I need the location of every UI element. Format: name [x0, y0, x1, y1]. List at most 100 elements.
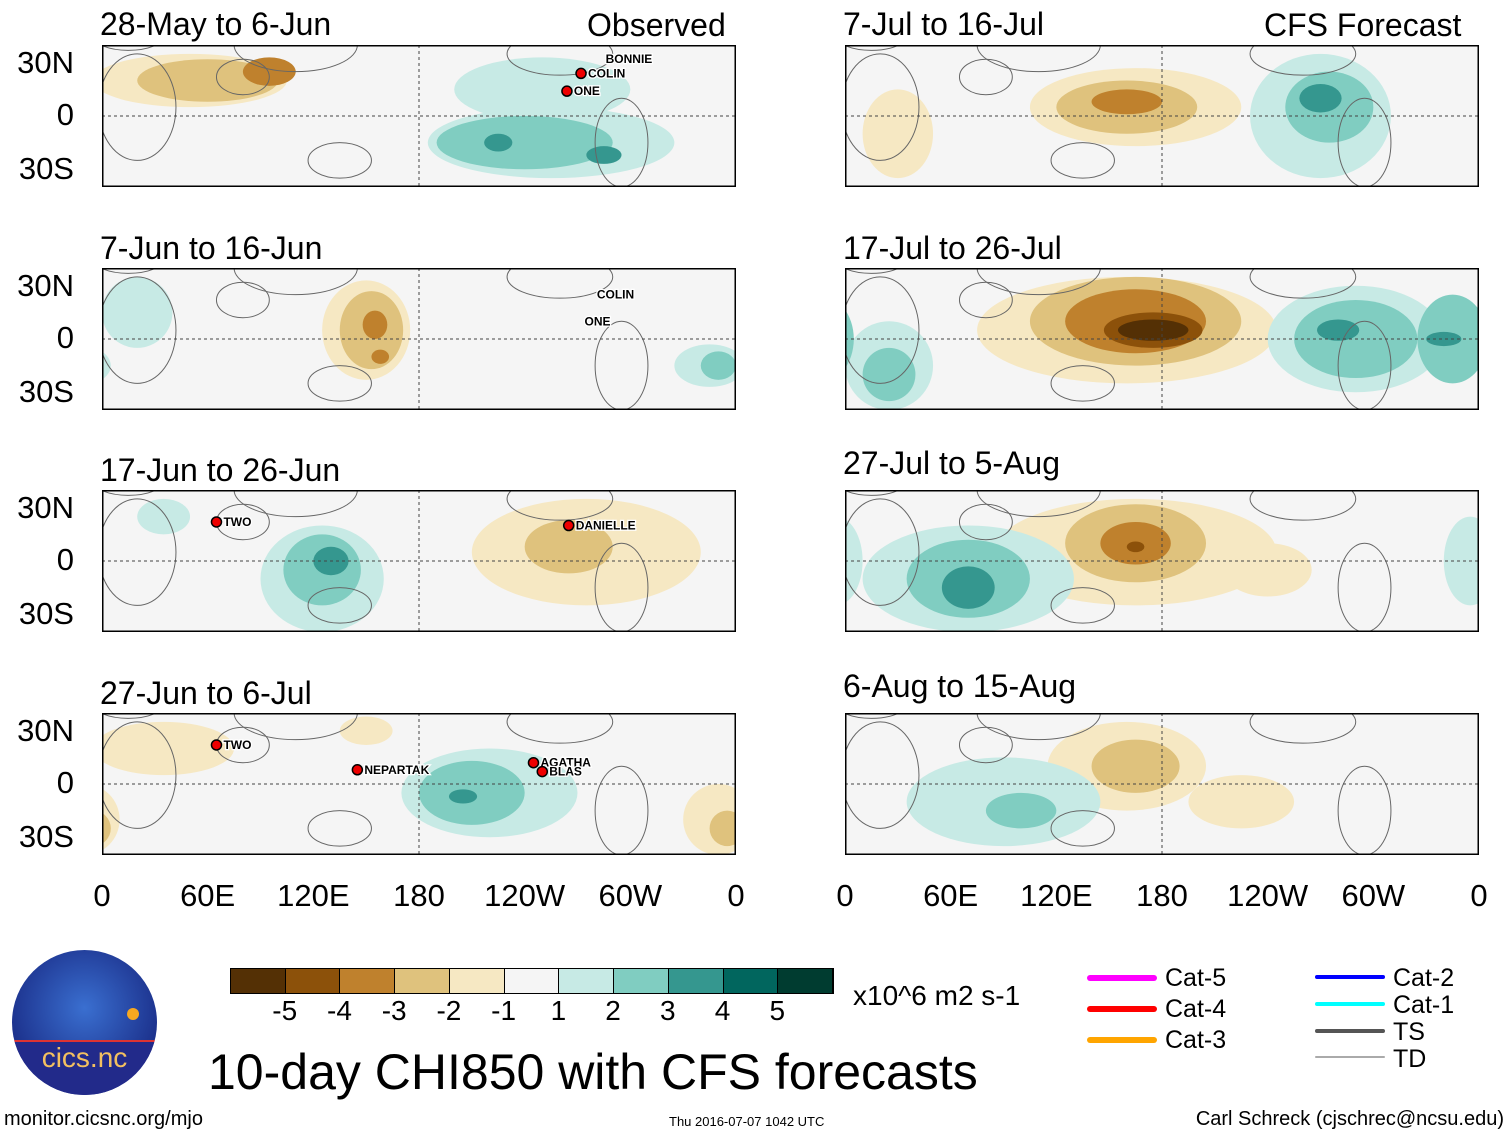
- colorbar-tick-label: 2: [605, 995, 621, 1026]
- y-tick-label: 30S: [18, 596, 74, 631]
- legend-swatch: [1315, 975, 1385, 979]
- legend-swatch: [1087, 1037, 1157, 1043]
- coastline: [976, 45, 1101, 73]
- footer-author: Carl Schreck (cjschrec@ncsu.edu): [1195, 1108, 1504, 1130]
- coastline: [1050, 810, 1115, 847]
- y-tick-label: 30N: [17, 490, 74, 525]
- colorbar-swatch: [778, 969, 834, 993]
- cics-logo: cics.nc: [12, 950, 157, 1095]
- legend-label: TS: [1393, 1018, 1425, 1046]
- legend-label: TD: [1393, 1045, 1427, 1073]
- anomaly-contour: [524, 520, 613, 574]
- x-tick-label: 120W: [1227, 878, 1309, 913]
- coastline: [102, 498, 177, 606]
- coastline: [976, 268, 1101, 296]
- coastline: [307, 142, 372, 179]
- storm-label: ONE: [574, 84, 600, 98]
- anomaly-contour: [941, 566, 995, 609]
- anomaly-contour: [448, 789, 478, 804]
- coastline: [845, 713, 900, 719]
- anomaly-contour: [242, 57, 296, 86]
- coastline: [594, 542, 649, 632]
- anomaly-contour: [1426, 331, 1462, 347]
- header-observed: Observed: [587, 7, 726, 43]
- coastline: [233, 713, 358, 741]
- anomaly-contour: [137, 59, 279, 102]
- colorbar-tick-label: -2: [436, 995, 462, 1026]
- x-tick-label: 60E: [923, 878, 979, 913]
- panel-title: 6-Aug to 15-Aug: [843, 668, 1077, 704]
- colorbar-swatch: [340, 969, 396, 993]
- anomaly-contour: [845, 309, 854, 369]
- coastline: [845, 498, 920, 606]
- coastline: [307, 365, 372, 402]
- storm-label: BONNIE: [606, 52, 653, 66]
- coastline: [102, 53, 177, 161]
- coastline: [1050, 142, 1115, 179]
- panel-title: 28-May to 6-Jun: [100, 6, 332, 42]
- anomaly-contour: [1188, 775, 1295, 829]
- storm-marker: [536, 765, 549, 778]
- colorbar-swatch: [723, 969, 779, 993]
- coastline: [506, 45, 614, 76]
- x-tick-label: 0: [727, 878, 745, 913]
- coastline: [1050, 365, 1115, 402]
- coastline: [845, 490, 900, 496]
- coastline: [1337, 542, 1392, 632]
- colorbar-units: x10^6 m2 s-1: [853, 980, 1021, 1011]
- storm-label: COLIN: [588, 66, 625, 80]
- y-tick-label: 30S: [18, 151, 74, 186]
- y-tick-label: 30S: [18, 819, 74, 854]
- coastline: [1337, 97, 1392, 187]
- panel-title: 17-Jun to 26-Jun: [100, 452, 341, 488]
- coastline: [594, 320, 649, 410]
- anomaly-contour: [102, 721, 235, 776]
- footer-url[interactable]: monitor.cicsnc.org/mjo: [4, 1108, 203, 1130]
- anomaly-contour: [586, 146, 622, 164]
- panel-title: 27-Jul to 5-Aug: [843, 445, 1061, 481]
- anomaly-contour: [436, 116, 613, 170]
- storm-label: TWO: [223, 515, 251, 529]
- x-tick-label: 0: [836, 878, 854, 913]
- coastline: [233, 45, 358, 73]
- colorbar-swatch: [559, 969, 615, 993]
- legend-label: Cat-5: [1165, 964, 1227, 992]
- y-tick-label: 0: [56, 320, 74, 355]
- colorbar: [230, 968, 834, 994]
- y-tick-label: 30N: [17, 713, 74, 748]
- colorbar-tick-label: 4: [714, 995, 731, 1026]
- coastline: [307, 587, 372, 624]
- x-tick-label: 60E: [180, 878, 236, 913]
- map-panel: TWO DANIELLE: [102, 490, 736, 632]
- legend-label: Cat-2: [1393, 964, 1455, 992]
- coastline: [233, 268, 358, 296]
- legend-swatch: [1087, 1006, 1157, 1012]
- colorbar-tick-label: 5: [769, 995, 786, 1026]
- anomaly-contour: [709, 810, 736, 847]
- y-tick-label: 0: [56, 765, 74, 800]
- colorbar-swatch: [449, 969, 505, 993]
- map-panel: [845, 268, 1479, 410]
- colorbar-tick-label: 1: [550, 995, 567, 1026]
- y-tick-label: 0: [56, 97, 74, 132]
- colorbar-swatch: [395, 969, 450, 993]
- anomaly-contour: [700, 351, 736, 380]
- legend-swatch: [1315, 1056, 1385, 1058]
- anomaly-contour: [1091, 89, 1162, 115]
- coastline: [1249, 713, 1357, 744]
- map-panel: [845, 713, 1479, 855]
- anomaly-contour: [862, 89, 934, 179]
- x-tick-label: 180: [393, 878, 445, 913]
- storm-label: ONE: [585, 314, 611, 328]
- storm-marker: [527, 756, 540, 769]
- x-tick-label: 120E: [277, 878, 350, 913]
- legend-swatch: [1087, 975, 1157, 981]
- storm-label: BLAS: [549, 765, 582, 779]
- logo-text: cics.nc: [41, 1042, 128, 1073]
- anomaly-contour: [1223, 543, 1312, 597]
- colorbar-swatch: [614, 969, 669, 993]
- anomaly-contour: [102, 276, 173, 348]
- footer-timestamp: Thu 2016-07-07 1042 UTC: [669, 1114, 825, 1129]
- anomaly-contour: [1443, 516, 1479, 606]
